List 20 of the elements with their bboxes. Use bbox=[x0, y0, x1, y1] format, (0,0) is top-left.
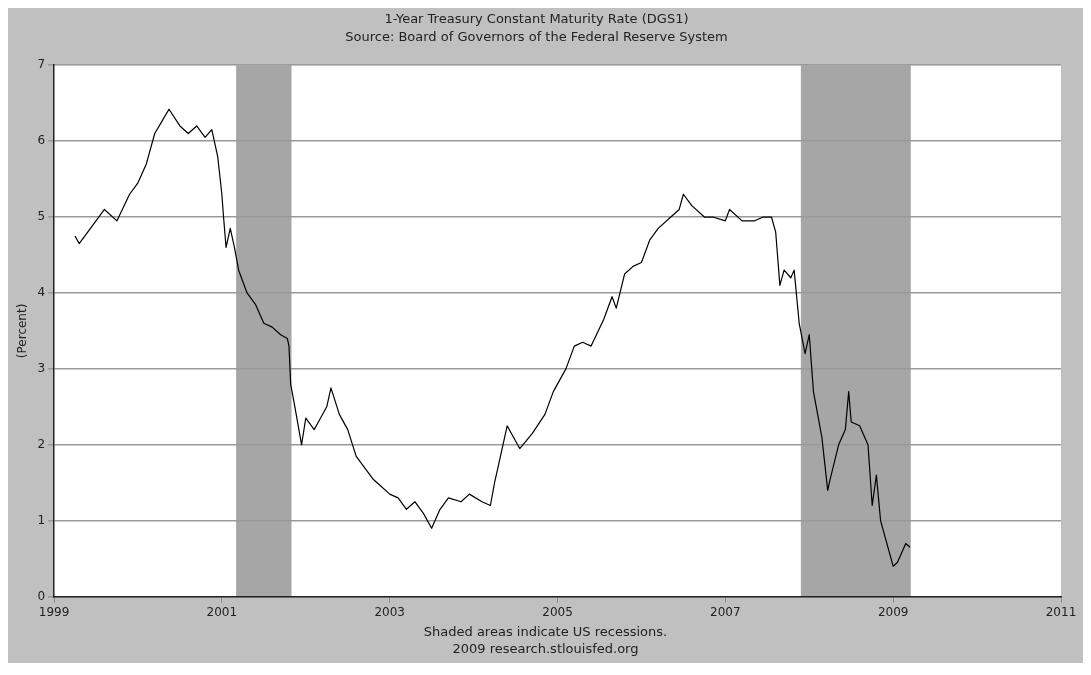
y-tick-label: 0 bbox=[37, 588, 46, 603]
y-tick-label: 1 bbox=[37, 512, 46, 527]
y-tick-label: 7 bbox=[37, 57, 46, 72]
text: 2009 research.stlouisfed.org bbox=[451, 640, 640, 657]
x-tick-label: 2009 bbox=[877, 604, 909, 619]
text: Shaded areas indicate US recessions. bbox=[422, 623, 669, 640]
x-tick-label: 2011 bbox=[1045, 604, 1077, 619]
y-tick-label: 6 bbox=[37, 133, 46, 148]
x-tick-label: 2001 bbox=[206, 604, 238, 619]
y-tick-label: 5 bbox=[37, 209, 46, 224]
y-tick-label: 3 bbox=[37, 360, 46, 375]
y-tick-label: 2 bbox=[37, 436, 46, 451]
x-tick-label: 1999 bbox=[38, 604, 70, 619]
x-tick-label: 2005 bbox=[542, 604, 573, 619]
x-tick-label: 2003 bbox=[374, 604, 405, 619]
y-tick-label: 4 bbox=[37, 285, 46, 300]
chart-title: 1-Year Treasury Constant Maturity Rate (DGS1) bbox=[384, 11, 689, 27]
chart-subtitle: Source: Board of Governors of the Federal Reserve System bbox=[345, 28, 728, 44]
x-tick-label: 2007 bbox=[710, 604, 741, 619]
y-axis-title: (Percent) bbox=[15, 303, 30, 359]
